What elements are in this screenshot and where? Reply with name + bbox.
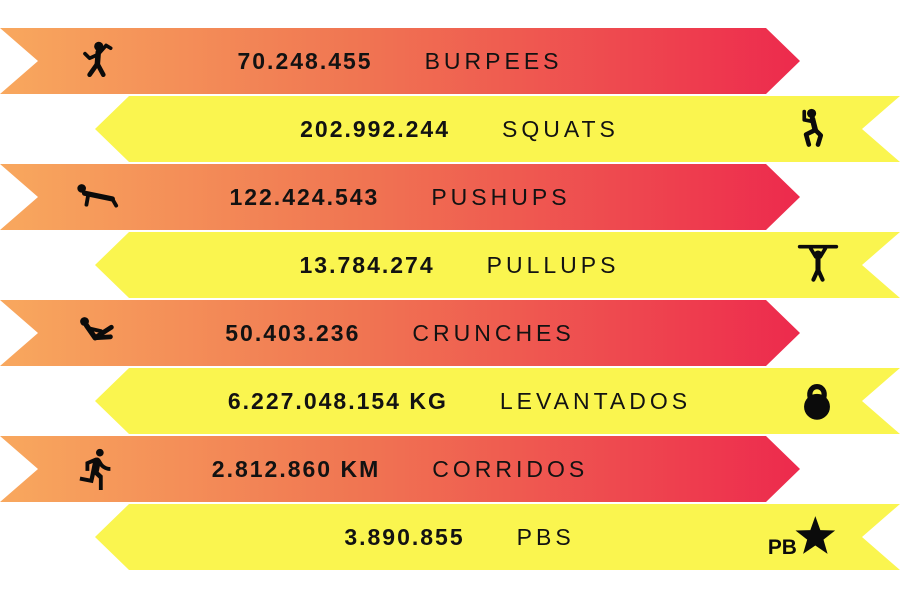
pb-star-text: PB <box>768 536 797 559</box>
banner-row-burpees: 70.248.455 BURPEES <box>0 28 800 94</box>
banner-row-corridos: 2.812.860 KM CORRIDOS <box>0 436 800 502</box>
corridos-value: 2.812.860 KM <box>211 455 381 482</box>
burpee-icon <box>74 39 118 83</box>
stat-content: 6.227.048.154 KG LEVANTADOS <box>57 368 862 434</box>
pullups-value: 13.784.274 <box>299 251 435 278</box>
banner-row-pbs: 3.890.855 PBS PB <box>95 504 900 570</box>
pbs-label: PBS <box>516 523 575 550</box>
pushups-value: 122.424.543 <box>229 183 380 210</box>
pushup-icon <box>74 174 120 220</box>
pullup-icon <box>796 243 840 287</box>
burpees-label: BURPEES <box>424 47 563 74</box>
pushups-label: PUSHUPS <box>431 183 571 210</box>
stat-content: 202.992.244 SQUATS <box>57 96 862 162</box>
banner-row-levantados: 6.227.048.154 KG LEVANTADOS <box>95 368 900 434</box>
stat-content: 70.248.455 BURPEES <box>0 28 800 94</box>
stat-content: 13.784.274 PULLUPS <box>57 232 862 298</box>
pbs-value: 3.890.855 <box>344 523 465 550</box>
crunches-label: CRUNCHES <box>412 319 575 346</box>
pb-star-icon: PB <box>766 513 840 561</box>
banner-row-pullups: 13.784.274 PULLUPS <box>95 232 900 298</box>
pullups-label: PULLUPS <box>486 251 620 278</box>
crunch-icon <box>74 310 120 356</box>
squats-value: 202.992.244 <box>300 115 451 142</box>
kettlebell-icon <box>794 378 840 424</box>
stat-content: 3.890.855 PBS <box>57 504 862 570</box>
levantados-label: LEVANTADOS <box>499 387 692 414</box>
banner-row-squats: 202.992.244 SQUATS <box>95 96 900 162</box>
banner-row-pushups: 122.424.543 PUSHUPS <box>0 164 800 230</box>
burpees-value: 70.248.455 <box>237 47 373 74</box>
banner-row-crunches: 50.403.236 CRUNCHES <box>0 300 800 366</box>
stat-content: 2.812.860 KM CORRIDOS <box>0 436 800 502</box>
corridos-label: CORRIDOS <box>432 455 589 482</box>
crunches-value: 50.403.236 <box>225 319 361 346</box>
runner-icon <box>74 446 120 492</box>
squat-icon <box>796 107 840 151</box>
stat-content: 122.424.543 PUSHUPS <box>0 164 800 230</box>
stat-content: 50.403.236 CRUNCHES <box>0 300 800 366</box>
levantados-value: 6.227.048.154 KG <box>227 387 448 414</box>
squats-label: SQUATS <box>502 115 619 142</box>
